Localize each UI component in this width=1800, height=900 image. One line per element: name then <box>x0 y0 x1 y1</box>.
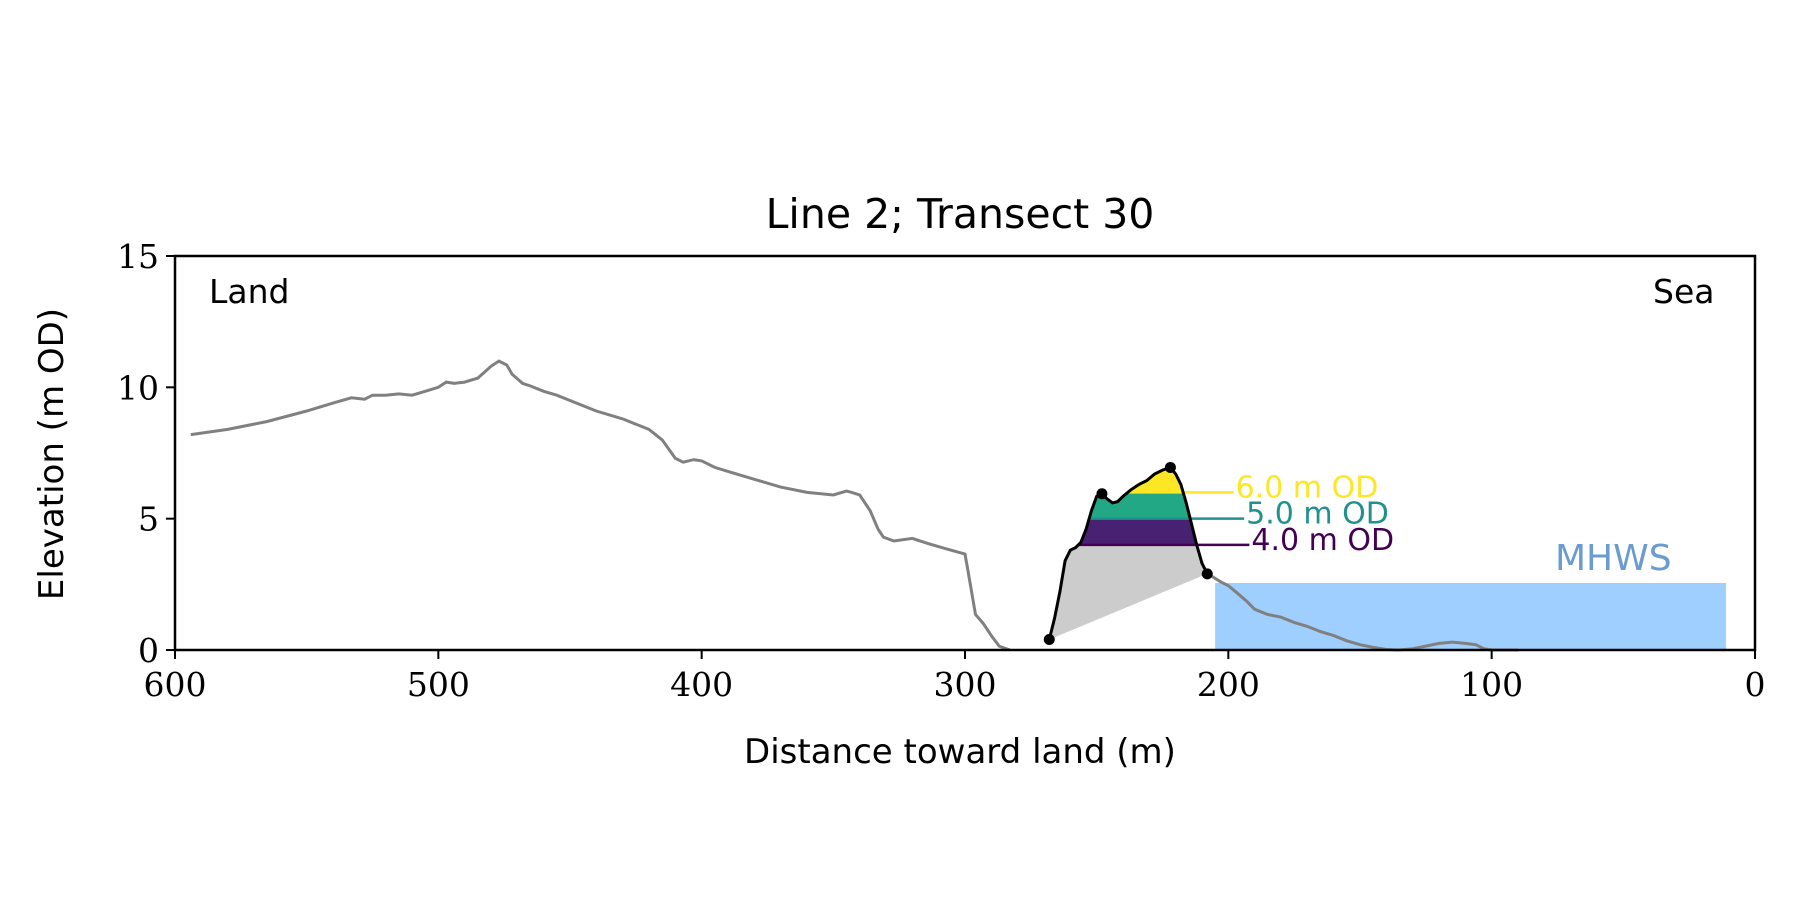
x-tick-label: 200 <box>1197 665 1260 704</box>
x-tick-label: 400 <box>670 665 733 704</box>
contour-band-6-0 <box>1127 467 1184 493</box>
sea-annotation: Sea <box>1653 272 1714 311</box>
land-annotation: Land <box>209 272 289 311</box>
dune-toe-point <box>1043 633 1055 645</box>
y-tick-label: 10 <box>117 368 159 407</box>
dune-profile-line <box>1047 465 1209 640</box>
y-tick-label: 15 <box>117 237 159 276</box>
contour-label-6-0: 6.0 m OD <box>1236 470 1379 505</box>
x-tick-label: 600 <box>144 665 207 704</box>
y-tick-label: 5 <box>138 500 159 539</box>
contour-label-5-0: 5.0 m OD <box>1246 497 1389 532</box>
y-tick-label: 0 <box>138 631 159 670</box>
profile-line-landward <box>190 359 1011 652</box>
x-tick-label: 0 <box>1745 665 1766 704</box>
x-tick-label: 500 <box>407 665 470 704</box>
y-axis-label: Elevation (m OD) <box>32 308 72 600</box>
x-axis-label: Distance toward land (m) <box>744 732 1176 772</box>
dune-crest-point-1 <box>1096 488 1108 500</box>
x-tick-label: 300 <box>934 665 997 704</box>
mhws-area <box>1215 583 1727 650</box>
chart-title: Line 2; Transect 30 <box>766 190 1155 238</box>
mhws-label: MHWS <box>1555 538 1672 579</box>
x-tick-label: 100 <box>1460 665 1523 704</box>
dune-crest-point-2 <box>1164 461 1176 473</box>
dune-heel-point <box>1201 568 1213 580</box>
contour-label-4-0: 4.0 m OD <box>1251 523 1394 558</box>
profile-line-seaward <box>1209 573 1518 652</box>
